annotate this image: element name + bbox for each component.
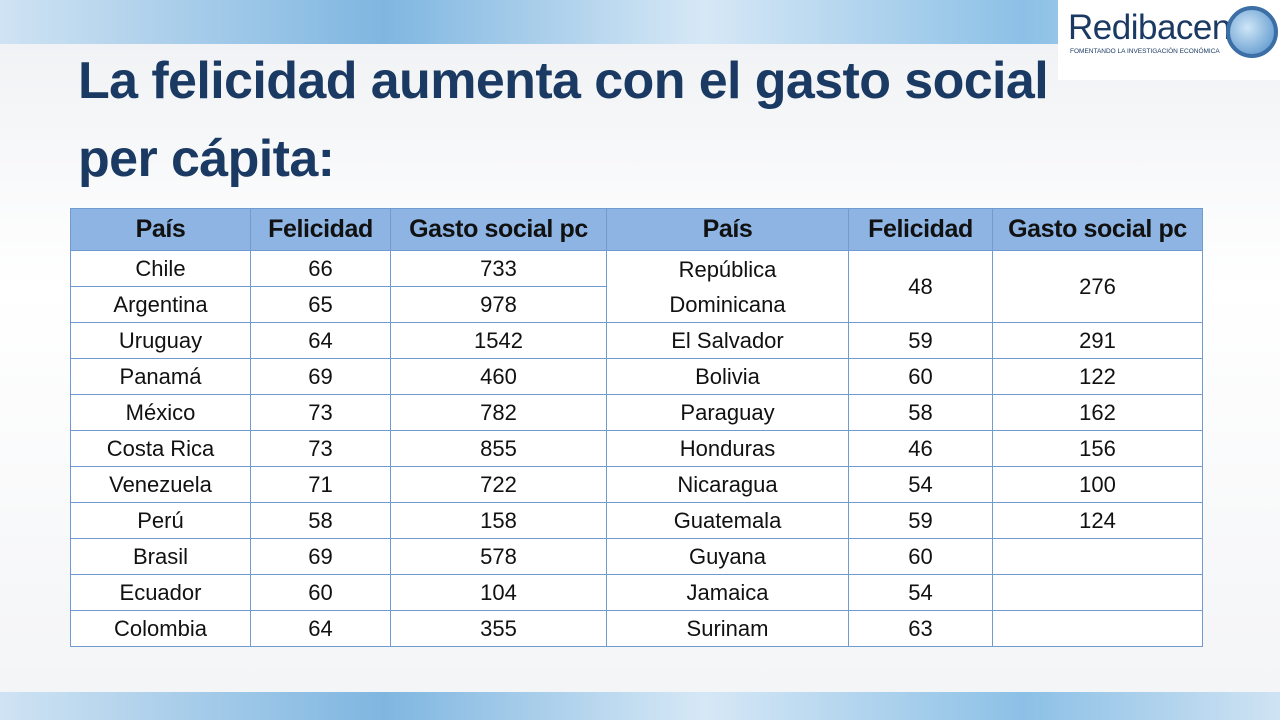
- header-row: País Felicidad Gasto social pc País Felicida…: [70, 208, 1203, 251]
- logo-name: Redibacen: [1068, 8, 1231, 47]
- row: Perú 58 158 Guatemala 59 124: [70, 502, 1203, 539]
- empty-cell: [992, 574, 1203, 611]
- cell: 276: [992, 250, 1203, 323]
- data-table: País Felicidad Gasto social pc País Felicida…: [70, 208, 1203, 647]
- cell: 156: [992, 430, 1203, 467]
- row: Panamá 69 460 Bolivia 60 122: [70, 358, 1203, 395]
- cell: 978: [390, 286, 607, 323]
- cell: 162: [992, 394, 1203, 431]
- header-cell: Gasto social pc: [992, 208, 1203, 251]
- cell: México: [70, 394, 251, 431]
- cell: 66: [250, 250, 391, 287]
- title-line: La felicidad aumenta con el gasto social: [78, 52, 1049, 110]
- cell: 69: [250, 538, 391, 575]
- cell: 64: [250, 322, 391, 359]
- cell: 733: [390, 250, 607, 287]
- cell: 355: [390, 610, 607, 647]
- bottom-band: [0, 692, 1280, 720]
- row: Uruguay 64 1542 El Salvador 59 291: [70, 322, 1203, 359]
- cell: Uruguay: [70, 322, 251, 359]
- cell: 58: [848, 394, 993, 431]
- logo-tagline: FOMENTANDO LA INVESTIGACIÓN ECONÓMICA: [1070, 48, 1220, 55]
- cell: 54: [848, 466, 993, 503]
- cell: 122: [992, 358, 1203, 395]
- cell: 855: [390, 430, 607, 467]
- cell: 48: [848, 250, 993, 323]
- cell: 578: [390, 538, 607, 575]
- cell: 65: [250, 286, 391, 323]
- cell: República Dominicana: [606, 250, 849, 323]
- cell: Perú: [70, 502, 251, 539]
- cell: Chile: [70, 250, 251, 287]
- row: México 73 782 Paraguay 58 162: [70, 394, 1203, 431]
- cell: 60: [250, 574, 391, 611]
- row: Chile 66 733 República Dominicana 48 276: [70, 250, 1203, 323]
- cell: Nicaragua: [606, 466, 849, 503]
- empty-cell: [992, 610, 1203, 647]
- header-cell: País: [70, 208, 251, 251]
- cell: 73: [250, 430, 391, 467]
- cell: Colombia: [70, 610, 251, 647]
- cell: 46: [848, 430, 993, 467]
- cell: 100: [992, 466, 1203, 503]
- cell: 60: [848, 538, 993, 575]
- cell: 158: [390, 502, 607, 539]
- cell: 124: [992, 502, 1203, 539]
- cell: 460: [390, 358, 607, 395]
- cell: 73: [250, 394, 391, 431]
- row: Venezuela 71 722 Nicaragua 54 100: [70, 466, 1203, 503]
- cell: 63: [848, 610, 993, 647]
- row: Colombia 64 355 Surinam 63: [70, 610, 1203, 647]
- cell: 69: [250, 358, 391, 395]
- cell: Honduras: [606, 430, 849, 467]
- cell: 64: [250, 610, 391, 647]
- cell: Guyana: [606, 538, 849, 575]
- cell: 58: [250, 502, 391, 539]
- row: Costa Rica 73 855 Honduras 46 156: [70, 430, 1203, 467]
- cell: Paraguay: [606, 394, 849, 431]
- header-cell: Felicidad: [848, 208, 993, 251]
- cell: 59: [848, 322, 993, 359]
- cell: Brasil: [70, 538, 251, 575]
- cell: Costa Rica: [70, 430, 251, 467]
- cell: 59: [848, 502, 993, 539]
- cell: El Salvador: [606, 322, 849, 359]
- header-cell: País: [606, 208, 849, 251]
- cell: 60: [848, 358, 993, 395]
- cell: 54: [848, 574, 993, 611]
- cell: Bolivia: [606, 358, 849, 395]
- header-cell: Gasto social pc: [390, 208, 607, 251]
- cell: 104: [390, 574, 607, 611]
- title-line: per cápita:: [78, 130, 335, 188]
- cell: Panamá: [70, 358, 251, 395]
- cell: 782: [390, 394, 607, 431]
- cell: 722: [390, 466, 607, 503]
- row: Ecuador 60 104 Jamaica 54: [70, 574, 1203, 611]
- cell: 71: [250, 466, 391, 503]
- cell-text: República Dominicana: [669, 256, 786, 317]
- cell: Venezuela: [70, 466, 251, 503]
- row: Brasil 69 578 Guyana 60: [70, 538, 1203, 575]
- cell: Guatemala: [606, 502, 849, 539]
- cell: 291: [992, 322, 1203, 359]
- cell: Ecuador: [70, 574, 251, 611]
- cell: Argentina: [70, 286, 251, 323]
- header-cell: Felicidad: [250, 208, 391, 251]
- logo: Redibacen FOMENTANDO LA INVESTIGACIÓN EC…: [1058, 0, 1280, 80]
- title: La felicidad aumenta con el gasto social…: [78, 42, 1049, 198]
- cell: Jamaica: [606, 574, 849, 611]
- cell: Surinam: [606, 610, 849, 647]
- cell: 1542: [390, 322, 607, 359]
- logo-icon: [1226, 6, 1278, 58]
- empty-cell: [992, 538, 1203, 575]
